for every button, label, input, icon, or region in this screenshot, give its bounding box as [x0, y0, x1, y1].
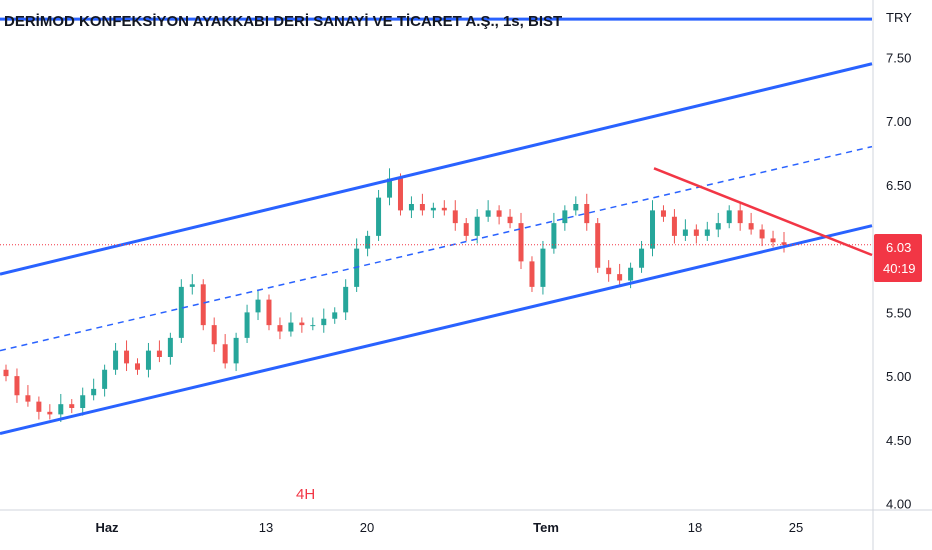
candle-body [660, 210, 666, 217]
candle-body [189, 284, 195, 287]
candle-body [332, 312, 338, 319]
candle-body [507, 216, 513, 224]
candle-body [408, 204, 414, 211]
candle-body [595, 223, 601, 268]
candle-body [540, 248, 546, 287]
candle-body [748, 223, 754, 230]
channel-bottom-line[interactable] [0, 224, 873, 435]
candle-body [441, 207, 447, 211]
price-tick-label: 5.00 [886, 369, 911, 384]
candle-body [69, 404, 75, 408]
timeframe-label: 4H [296, 486, 315, 503]
candle-body [573, 204, 579, 211]
candle-body [770, 238, 776, 243]
candle-body [80, 395, 86, 408]
price-tick-label: 5.50 [886, 305, 911, 320]
candle-body [496, 210, 502, 217]
candle-body [156, 350, 162, 357]
candle-body [310, 325, 316, 327]
candle-body [25, 395, 31, 402]
candle-body [726, 210, 732, 224]
candle-body [277, 325, 283, 332]
time-tick-label: 18 [688, 520, 702, 535]
currency-label: TRY [886, 10, 912, 25]
candle-body [397, 178, 403, 211]
candle-body [102, 369, 108, 389]
candle-body [134, 363, 140, 370]
candle-body [529, 261, 535, 287]
candle-body [781, 242, 787, 245]
candle-body [715, 223, 721, 230]
candle-body [299, 322, 305, 326]
candle-body [91, 388, 97, 396]
candle-body [145, 350, 151, 370]
candle-body [485, 210, 491, 217]
candle-body [419, 204, 425, 211]
last-price-value: 6.03 [886, 240, 911, 255]
last-price-tag-bg [874, 234, 922, 282]
candle-body [58, 404, 64, 415]
candle-body [639, 248, 645, 268]
candle-body [650, 210, 656, 249]
chart-title: DERİMOD KONFEKSİYON AYAKKABI DERİ SANAYİ… [4, 13, 562, 30]
price-tick-label: 6.50 [886, 178, 911, 193]
time-tick-label: 25 [789, 520, 803, 535]
drawings[interactable] [0, 17, 873, 435]
candle-body [211, 325, 217, 345]
candle-body [36, 401, 42, 412]
price-tick-label: 4.50 [886, 433, 911, 448]
candle-body [737, 210, 743, 224]
candle-body [759, 229, 765, 239]
candle-body [47, 411, 53, 415]
candle-body [233, 337, 239, 364]
candle-body [693, 229, 699, 236]
candle-body [321, 318, 327, 326]
time-tick-label: Tem [533, 520, 559, 535]
candle-body [518, 223, 524, 262]
triangle-resistance-line[interactable] [653, 167, 873, 257]
time-tick-label: 13 [259, 520, 273, 535]
candle-body [113, 350, 119, 370]
candle-body [365, 235, 371, 249]
price-tick-label: 7.50 [886, 50, 911, 65]
candle-body [628, 267, 634, 281]
time-tick-label: Haz [95, 520, 119, 535]
candle-body [584, 204, 590, 224]
candle-body [14, 376, 20, 396]
price-tick-label: 4.00 [886, 497, 911, 512]
candle-body [3, 369, 9, 377]
candle-body [606, 267, 612, 275]
candle-body [704, 229, 710, 236]
time-tick-label: 20 [360, 520, 374, 535]
candle-body [430, 207, 436, 211]
last-price-tag: 6.03 40:19 [874, 234, 922, 282]
candle-body [617, 274, 623, 281]
candle-body [288, 322, 294, 332]
price-axis[interactable]: 7.50 7.00 6.50 5.50 5.00 4.50 4.00 [886, 50, 911, 511]
candle-body [551, 223, 557, 249]
time-axis[interactable]: Haz 13 20 Tem 18 25 [95, 520, 803, 535]
candle-body [124, 350, 130, 364]
candle-body [562, 210, 568, 224]
plot-area[interactable] [0, 0, 872, 510]
price-tick-label: 7.00 [886, 114, 911, 129]
candle-body [463, 223, 469, 236]
candle-body [178, 286, 184, 338]
candle-body [671, 216, 677, 236]
candle-body [255, 299, 261, 313]
candle-body [376, 197, 382, 236]
candle-body [452, 210, 458, 224]
candle-body [244, 312, 250, 338]
candle-body [266, 299, 272, 326]
candle-body [222, 344, 228, 364]
candle-body [200, 284, 206, 326]
candle-body [167, 337, 173, 357]
candle-body [387, 178, 393, 198]
candle-body [682, 229, 688, 236]
last-price-countdown: 40:19 [883, 261, 916, 276]
candle-body [474, 216, 480, 236]
channel-top-line[interactable] [0, 62, 873, 276]
candle-body [343, 286, 349, 313]
